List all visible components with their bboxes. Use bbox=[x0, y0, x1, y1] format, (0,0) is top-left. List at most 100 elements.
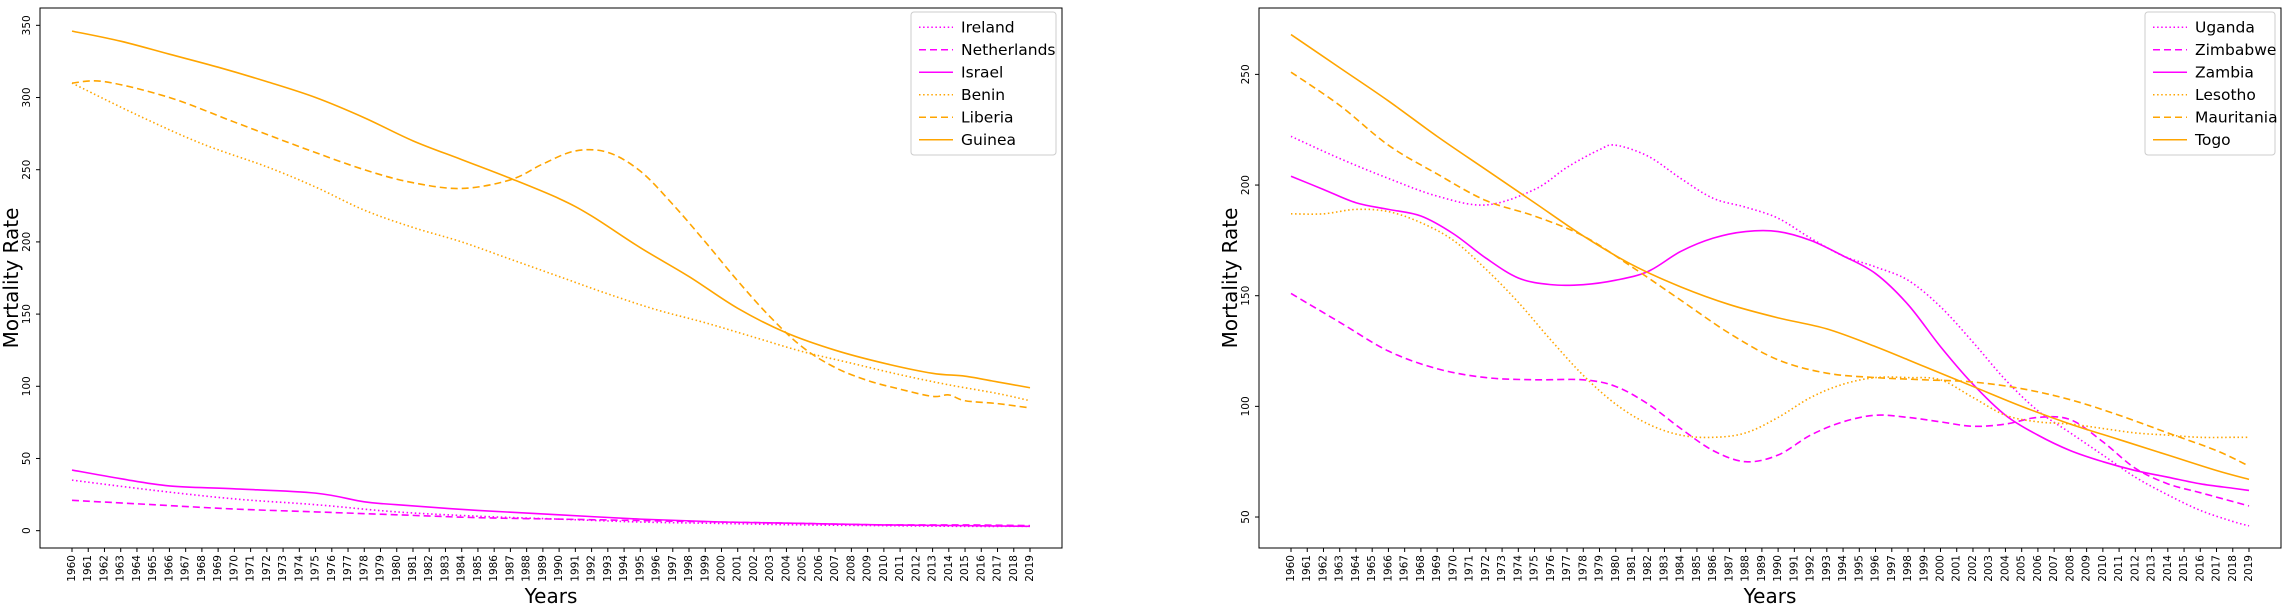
x-tick-label: 1987 bbox=[504, 555, 516, 582]
x-tick-label: 2017 bbox=[992, 555, 1004, 582]
x-tick-label: 1977 bbox=[342, 555, 354, 582]
legend: Uganda Zimbabwe Zambia Lesotho Mauritania Tog… bbox=[2144, 11, 2278, 156]
x-tick-label: 1986 bbox=[488, 555, 500, 582]
x-tick-label: 1983 bbox=[1658, 555, 1670, 582]
x-tick-label: 2013 bbox=[927, 555, 939, 582]
x-tick-label: 1978 bbox=[1577, 555, 1589, 582]
x-tick-label: 2010 bbox=[2097, 555, 2109, 582]
x-tick-label: 1967 bbox=[1399, 555, 1411, 582]
x-axis-label: Years bbox=[524, 584, 578, 608]
x-tick-label: 2015 bbox=[2178, 555, 2190, 582]
x-tick-label: 2006 bbox=[2032, 555, 2044, 582]
legend-box bbox=[910, 11, 1057, 156]
x-tick-label: 1963 bbox=[115, 555, 127, 582]
x-tick-label: 1999 bbox=[699, 555, 711, 582]
x-tick-label: 1960 bbox=[66, 555, 78, 582]
x-tick-label: 2016 bbox=[2194, 555, 2206, 582]
x-tick-label: 1992 bbox=[1805, 555, 1817, 582]
x-tick-label: 2008 bbox=[2064, 555, 2076, 582]
x-tick-label: 2010 bbox=[878, 555, 890, 582]
legend-label-lesotho: Lesotho bbox=[2195, 86, 2256, 104]
x-tick-label: 1981 bbox=[1626, 555, 1638, 582]
x-tick-label: 1995 bbox=[634, 555, 646, 582]
x-tick-label: 1989 bbox=[1756, 555, 1768, 582]
x-tick-label: 1995 bbox=[1853, 555, 1865, 582]
x-tick-label: 2011 bbox=[894, 555, 906, 582]
x-tick-label: 2019 bbox=[1024, 555, 1036, 582]
y-tick-label: 50 bbox=[1240, 510, 1252, 523]
plot-frame bbox=[39, 7, 1063, 549]
y-tick-label: 100 bbox=[21, 376, 33, 396]
x-tick-label: 1993 bbox=[602, 555, 614, 582]
x-tick-label: 1991 bbox=[1788, 555, 1800, 582]
x-tick-label: 1961 bbox=[1301, 555, 1313, 582]
x-tick-label: 1993 bbox=[1821, 555, 1833, 582]
x-tick-label: 1990 bbox=[1772, 555, 1784, 582]
legend-label-togo: Togo bbox=[2194, 131, 2231, 149]
x-tick-label: 2015 bbox=[959, 555, 971, 582]
x-tick-label: 1962 bbox=[1317, 555, 1329, 582]
x-tick-label: 1996 bbox=[651, 555, 663, 582]
series-line-zambia bbox=[1290, 175, 2250, 492]
legend-label-liberia: Liberia bbox=[961, 108, 1014, 126]
legend-box bbox=[2144, 11, 2276, 156]
x-tick-label: 1988 bbox=[1740, 555, 1752, 582]
series-line-liberia bbox=[71, 80, 1031, 409]
y-axis-label: Mortality Rate bbox=[0, 208, 23, 349]
x-tick-label: 1985 bbox=[1691, 555, 1703, 582]
x-tick-label: 1977 bbox=[1561, 555, 1573, 582]
x-tick-label: 1979 bbox=[375, 555, 387, 582]
x-tick-label: 1981 bbox=[407, 555, 419, 582]
legend: Ireland Netherlands Israel Benin Liberia Guin… bbox=[910, 11, 1057, 156]
x-tick-label: 1976 bbox=[326, 555, 338, 582]
y-tick-label: 300 bbox=[21, 87, 33, 107]
x-tick-label: 1997 bbox=[1886, 555, 1898, 582]
y-tick-label: 200 bbox=[21, 232, 33, 252]
x-tick-label: 1966 bbox=[1382, 555, 1394, 582]
x-tick-label: 2012 bbox=[2129, 555, 2141, 582]
x-tick-label: 1965 bbox=[147, 555, 159, 582]
x-tick-label: 1966 bbox=[163, 555, 175, 582]
x-tick-label: 1982 bbox=[1642, 555, 1654, 582]
x-tick-label: 1982 bbox=[423, 555, 435, 582]
series-line-mauritania bbox=[1290, 71, 2250, 467]
plot-frame bbox=[1258, 7, 2282, 549]
y-tick-label: 0 bbox=[21, 527, 33, 534]
x-tick-label: 1986 bbox=[1707, 555, 1719, 582]
x-tick-label: 1970 bbox=[228, 555, 240, 582]
y-tick-label: 250 bbox=[21, 160, 33, 180]
x-tick-label: 2004 bbox=[780, 555, 792, 582]
x-tick-label: 1969 bbox=[212, 555, 224, 582]
chart-panel-1: 1960 1961 1962 1963 1964 1965 1966 1967 1968 1969… bbox=[0, 7, 1063, 608]
x-tick-label: 1984 bbox=[1675, 555, 1687, 582]
x-tick-label: 2005 bbox=[797, 555, 809, 582]
x-tick-label: 1974 bbox=[1512, 555, 1524, 582]
y-tick-label: 50 bbox=[21, 452, 33, 465]
x-tick-label: 1991 bbox=[569, 555, 581, 582]
x-tick-label: 1971 bbox=[245, 555, 257, 582]
legend-label-mauritania: Mauritania bbox=[2195, 108, 2278, 126]
legend-label-guinea: Guinea bbox=[961, 131, 1016, 149]
x-tick-label: 2014 bbox=[943, 555, 955, 582]
x-tick-label: 2007 bbox=[829, 555, 841, 582]
legend-label-benin: Benin bbox=[961, 86, 1005, 104]
y-tick-label: 200 bbox=[1240, 175, 1252, 195]
x-tick-label: 2018 bbox=[2227, 555, 2239, 582]
x-tick-label: 1987 bbox=[1723, 555, 1735, 582]
x-tick-label: 1976 bbox=[1545, 555, 1557, 582]
y-tick-label: 250 bbox=[1240, 64, 1252, 84]
x-tick-label: 1994 bbox=[618, 555, 630, 582]
x-tick-label: 2004 bbox=[1999, 555, 2011, 582]
x-tick-label: 2001 bbox=[1951, 555, 1963, 582]
x-tick-label: 2002 bbox=[748, 555, 760, 582]
series-line-uganda bbox=[1290, 135, 2250, 527]
x-tick-label: 1975 bbox=[1529, 555, 1541, 582]
x-tick-label: 1999 bbox=[1918, 555, 1930, 582]
series-line-benin bbox=[71, 82, 1031, 402]
x-tick-label: 2001 bbox=[732, 555, 744, 582]
x-tick-label: 1985 bbox=[472, 555, 484, 582]
x-tick-label: 1978 bbox=[358, 555, 370, 582]
x-tick-label: 2016 bbox=[975, 555, 987, 582]
x-tick-label: 2007 bbox=[2048, 555, 2060, 582]
x-tick-label: 2009 bbox=[862, 555, 874, 582]
